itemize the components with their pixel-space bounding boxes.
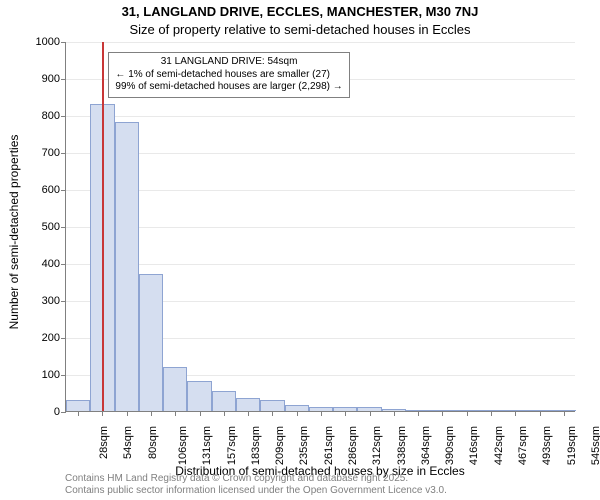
xtick-label: 312sqm — [371, 426, 383, 465]
callout-line-3: 99% of semi-detached houses are larger (… — [115, 81, 342, 94]
xtick-label: 80sqm — [147, 426, 159, 459]
bar — [260, 400, 284, 411]
ytick-label: 900 — [10, 73, 60, 85]
xtick-mark — [418, 411, 419, 416]
gridline — [66, 153, 575, 154]
ytick-mark — [61, 412, 66, 413]
xtick-label: 364sqm — [420, 426, 432, 465]
ytick-label: 1000 — [10, 36, 60, 48]
xtick-label: 286sqm — [347, 426, 359, 465]
xtick-label: 467sqm — [517, 426, 529, 465]
gridline — [66, 227, 575, 228]
bar — [66, 400, 90, 411]
ytick-label: 600 — [10, 184, 60, 196]
xtick-mark — [151, 411, 152, 416]
footer-attribution: Contains HM Land Registry data © Crown c… — [65, 473, 447, 497]
xtick-mark — [467, 411, 468, 416]
gridline — [66, 42, 575, 43]
callout-line-1: 31 LANGLAND DRIVE: 54sqm — [115, 56, 342, 69]
gridline — [66, 116, 575, 117]
xtick-mark — [78, 411, 79, 416]
xtick-label: 416sqm — [469, 426, 481, 465]
gridline — [66, 190, 575, 191]
xtick-mark — [297, 411, 298, 416]
ytick-label: 700 — [10, 147, 60, 159]
xtick-label: 545sqm — [590, 426, 600, 465]
ytick-label: 200 — [10, 332, 60, 344]
xtick-mark — [224, 411, 225, 416]
xtick-label: 28sqm — [98, 426, 110, 459]
ytick-mark — [61, 301, 66, 302]
ytick-label: 500 — [10, 221, 60, 233]
bar — [236, 398, 260, 411]
ytick-label: 100 — [10, 369, 60, 381]
marker-line — [102, 42, 104, 411]
chart-title-line1: 31, LANGLAND DRIVE, ECCLES, MANCHESTER, … — [0, 4, 600, 19]
bar — [212, 391, 236, 411]
bar — [139, 274, 163, 411]
ytick-mark — [61, 116, 66, 117]
xtick-mark — [345, 411, 346, 416]
xtick-label: 106sqm — [177, 426, 189, 465]
xtick-mark — [102, 411, 103, 416]
xtick-mark — [491, 411, 492, 416]
xtick-mark — [370, 411, 371, 416]
ytick-mark — [61, 190, 66, 191]
callout-line-2: ← 1% of semi-detached houses are smaller… — [115, 69, 342, 82]
xtick-mark — [321, 411, 322, 416]
xtick-label: 235sqm — [299, 426, 311, 465]
ytick-mark — [61, 338, 66, 339]
bar — [115, 122, 139, 411]
xtick-mark — [564, 411, 565, 416]
xtick-label: 209sqm — [274, 426, 286, 465]
xtick-mark — [248, 411, 249, 416]
xtick-label: 519sqm — [566, 426, 578, 465]
ytick-label: 400 — [10, 258, 60, 270]
footer-line-2: Contains public sector information licen… — [65, 485, 447, 497]
xtick-label: 157sqm — [226, 426, 238, 465]
ytick-label: 300 — [10, 295, 60, 307]
xtick-label: 442sqm — [493, 426, 505, 465]
xtick-label: 493sqm — [541, 426, 553, 465]
xtick-mark — [272, 411, 273, 416]
chart-title-line2: Size of property relative to semi-detach… — [0, 22, 600, 37]
xtick-label: 131sqm — [201, 426, 213, 465]
plot-area: 31 LANGLAND DRIVE: 54sqm ← 1% of semi-de… — [65, 42, 575, 412]
ytick-mark — [61, 79, 66, 80]
gridline — [66, 264, 575, 265]
ytick-mark — [61, 375, 66, 376]
xtick-mark — [540, 411, 541, 416]
bar — [187, 381, 211, 411]
xtick-mark — [442, 411, 443, 416]
ytick-mark — [61, 227, 66, 228]
xtick-label: 390sqm — [444, 426, 456, 465]
xtick-label: 261sqm — [323, 426, 335, 465]
xtick-label: 54sqm — [122, 426, 134, 459]
xtick-mark — [515, 411, 516, 416]
xtick-label: 183sqm — [250, 426, 262, 465]
xtick-mark — [200, 411, 201, 416]
bar — [163, 367, 187, 411]
footer-line-1: Contains HM Land Registry data © Crown c… — [65, 473, 447, 485]
ytick-mark — [61, 42, 66, 43]
callout-box: 31 LANGLAND DRIVE: 54sqm ← 1% of semi-de… — [108, 52, 349, 98]
ytick-label: 0 — [10, 406, 60, 418]
xtick-mark — [394, 411, 395, 416]
ytick-mark — [61, 264, 66, 265]
xtick-label: 338sqm — [396, 426, 408, 465]
xtick-mark — [127, 411, 128, 416]
ytick-label: 800 — [10, 110, 60, 122]
ytick-mark — [61, 153, 66, 154]
xtick-mark — [175, 411, 176, 416]
